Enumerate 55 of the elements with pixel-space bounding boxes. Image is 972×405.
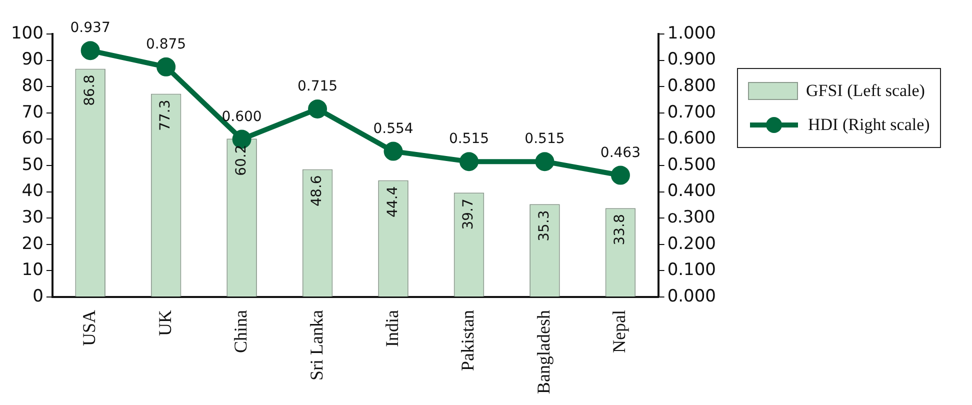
x-tick-label: Sri Lanka — [306, 310, 326, 381]
x-tick-label: UK — [154, 310, 175, 336]
y-tick-label: 30 — [22, 208, 44, 228]
data-label: 60.2 — [233, 144, 250, 176]
x-tick-label: Pakistan — [458, 310, 478, 372]
data-label: 77.3 — [158, 100, 174, 131]
y2-tick-label: 1.000 — [667, 23, 716, 44]
y2-tick-label: 0.200 — [667, 234, 716, 254]
legend-label: HDI (Right scale) — [808, 115, 930, 135]
x-tick-label: USA — [79, 310, 100, 346]
data-label: 33.8 — [612, 214, 628, 246]
y-tick-label: 70 — [22, 102, 44, 122]
data-label: 0.554 — [373, 120, 414, 137]
y2-tick-label: 0.700 — [667, 102, 716, 122]
data-label: 0.715 — [297, 78, 338, 95]
y-tick-label: 40 — [22, 181, 44, 202]
data-label: 86.8 — [82, 74, 98, 106]
y2-tick-label: 0.500 — [667, 154, 716, 175]
y-tick-label: 60 — [22, 128, 44, 149]
point — [459, 152, 478, 172]
y-tick-label: 20 — [22, 234, 44, 254]
legend-label: GFSI (Left scale) — [806, 81, 925, 101]
y2-tick-label: o.300 — [667, 208, 716, 228]
data-label: 0.600 — [222, 108, 262, 125]
x-tick-label: India — [382, 310, 402, 348]
y-tick-label: 0 — [32, 286, 44, 306]
point — [156, 57, 176, 76]
x-tick-label: Bangladesh — [533, 310, 554, 394]
x-tick-label: China — [230, 310, 251, 354]
data-label: 0.463 — [600, 144, 641, 161]
x-tick-label: Nepal — [609, 310, 630, 354]
data-label: 0.515 — [524, 131, 565, 148]
data-label: 44.4 — [384, 186, 401, 218]
y2-tick-label: 0.600 — [667, 128, 716, 149]
point — [610, 166, 630, 185]
y2-tick-label: 0.800 — [667, 76, 716, 96]
y-tick-label: 90 — [22, 50, 44, 70]
point — [384, 142, 403, 161]
data-label: 39.7 — [460, 198, 477, 230]
data-label: 0.937 — [70, 20, 110, 36]
y2-tick-label: 0.000 — [667, 286, 716, 306]
y-tick-label: 50 — [22, 154, 44, 175]
y-tick-label: 100 — [10, 23, 44, 44]
point — [308, 99, 328, 118]
y2-tick-label: 0.900 — [667, 50, 716, 70]
y-tick-label: 80 — [22, 76, 44, 96]
data-label: 35.3 — [536, 210, 552, 242]
y2-tick-label: 0.400 — [667, 181, 716, 202]
data-label: 0.875 — [146, 36, 186, 53]
point — [535, 152, 554, 172]
y-tick-label: 10 — [22, 260, 44, 280]
data-label: 0.515 — [448, 131, 490, 148]
point — [80, 41, 100, 60]
y2-tick-label: 0.100 — [667, 260, 716, 280]
data-label: 48.6 — [309, 175, 326, 206]
